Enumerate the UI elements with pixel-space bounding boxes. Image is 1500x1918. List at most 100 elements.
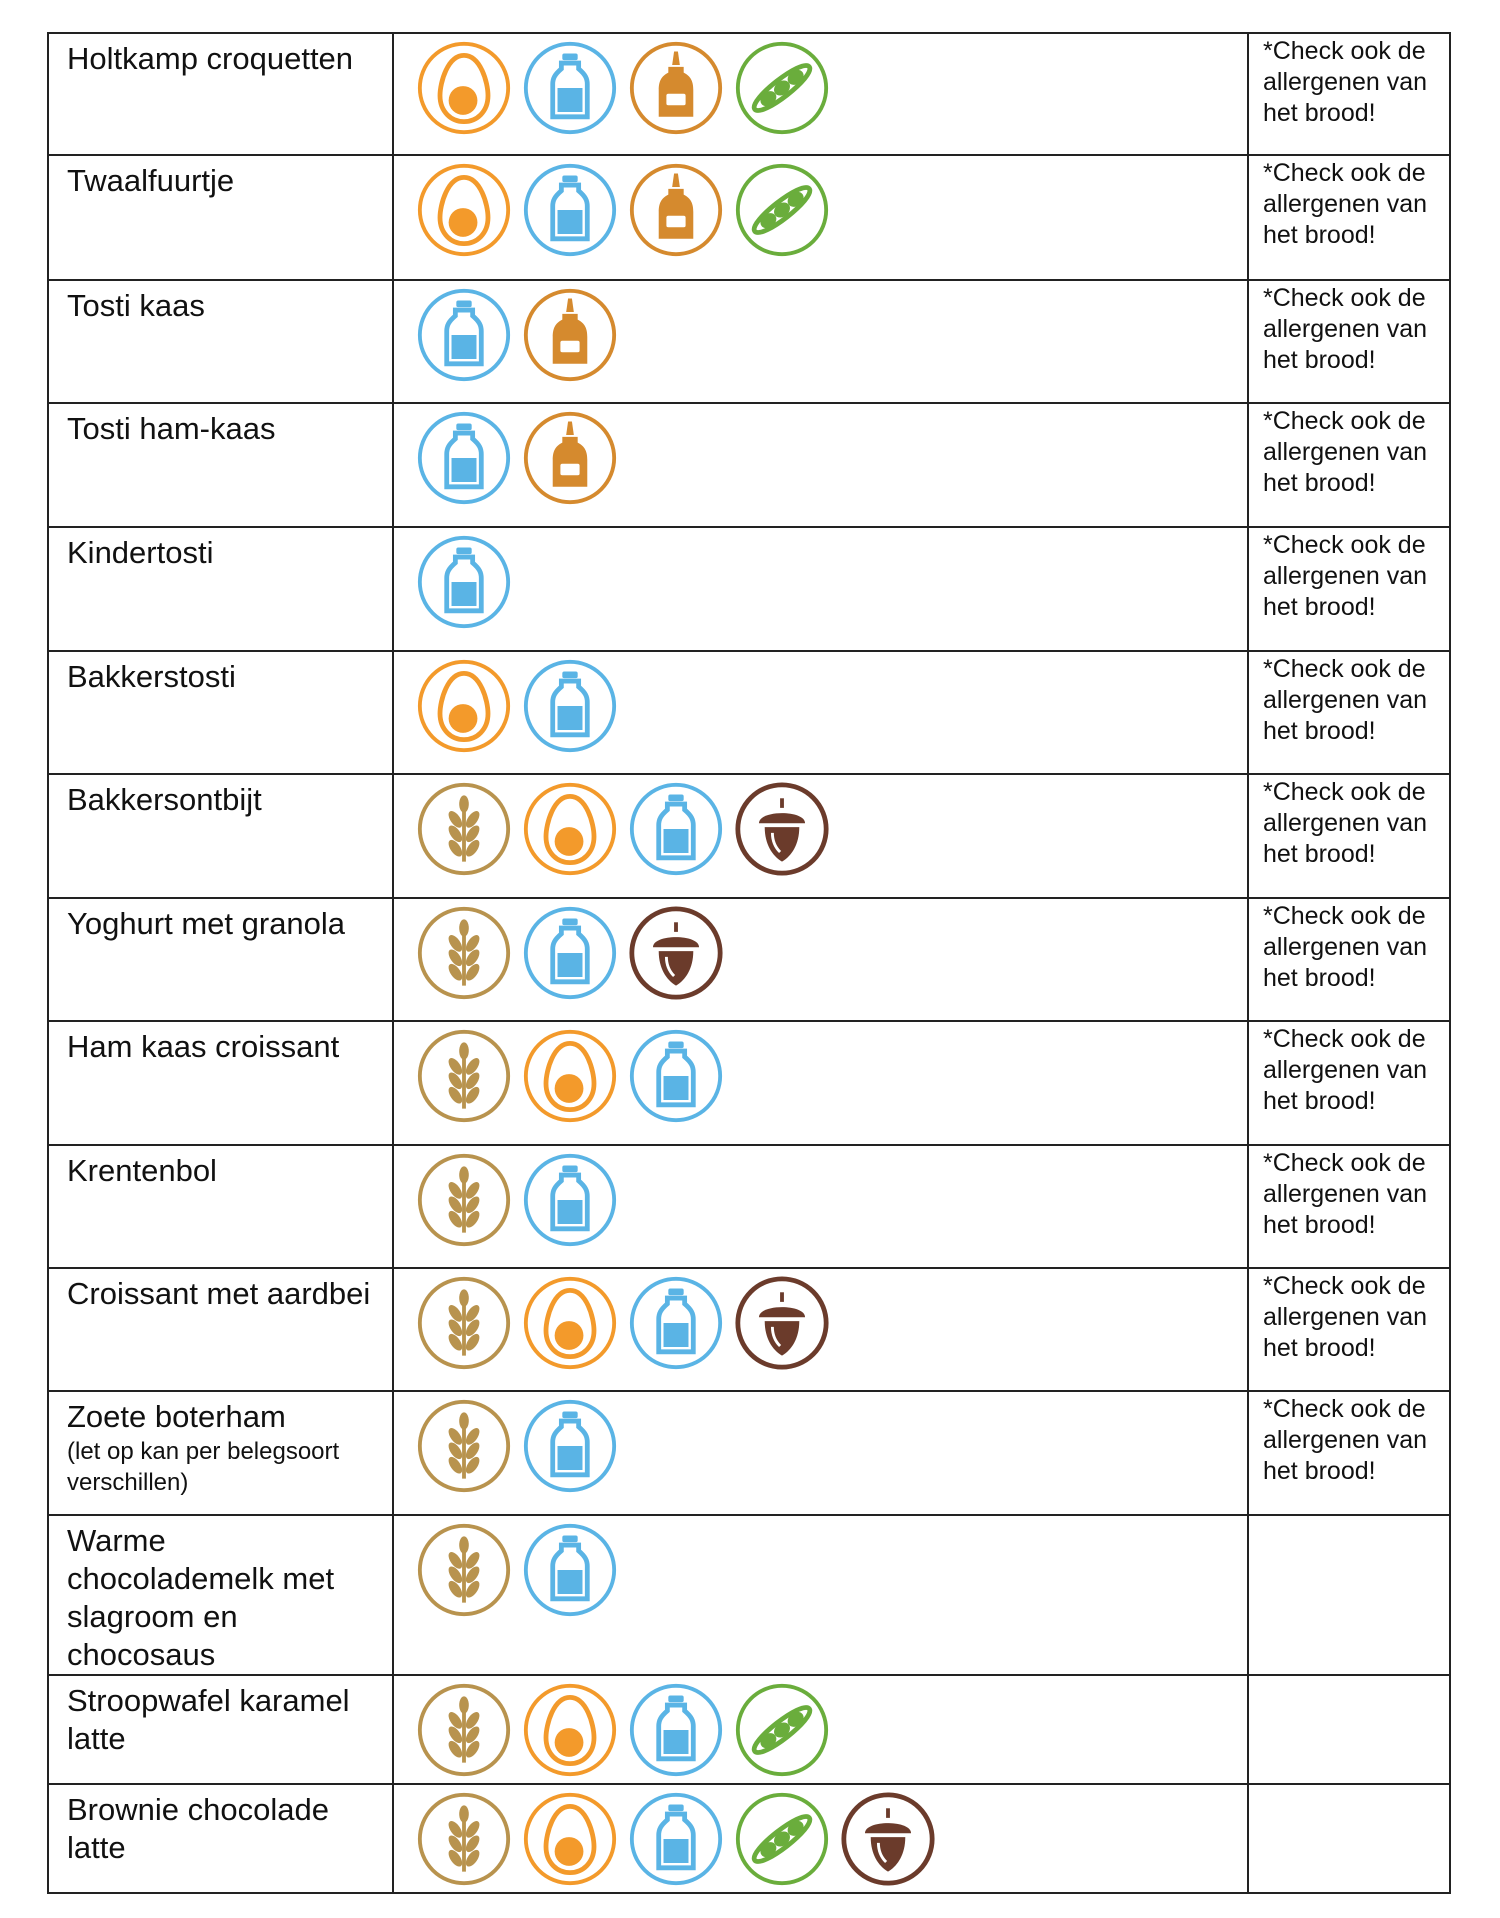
soy-icon — [734, 162, 830, 258]
table-row: Stroopwafel karamel latte — [47, 1674, 1451, 1785]
name-cell: Holtkamp croquetten — [47, 32, 394, 156]
bread-note: *Check ook de allergenen van het brood! — [1263, 1272, 1428, 1362]
egg-icon — [522, 1028, 618, 1124]
mustard-icon — [522, 287, 618, 383]
bread-note: *Check ook de allergenen van het brood! — [1263, 37, 1428, 127]
note-cell: *Check ook de allergenen van het brood! — [1247, 526, 1451, 652]
egg-icon — [522, 1682, 618, 1778]
note-cell — [1247, 1674, 1451, 1785]
item-name: Yoghurt met granola — [67, 906, 346, 941]
bread-note: *Check ook de allergenen van het brood! — [1263, 284, 1428, 374]
note-cell: *Check ook de allergenen van het brood! — [1247, 1020, 1451, 1146]
milk-icon — [522, 1522, 618, 1618]
icons-cell — [392, 402, 1249, 528]
egg-icon — [416, 40, 512, 136]
icons-cell — [392, 897, 1249, 1022]
name-cell: Stroopwafel karamel latte — [47, 1674, 394, 1785]
table-row: Bakkersontbijt *Check ook de allergenen v… — [47, 773, 1451, 899]
bread-note: *Check ook de allergenen van het brood! — [1263, 531, 1428, 621]
note-cell: *Check ook de allergenen van het brood! — [1247, 1390, 1451, 1516]
icons-cell — [392, 1674, 1249, 1785]
name-cell: Tosti kaas — [47, 279, 394, 404]
milk-icon — [416, 287, 512, 383]
item-name: Ham kaas croissant — [67, 1029, 340, 1064]
table-row: Yoghurt met granola *Check ook de allerge… — [47, 897, 1451, 1022]
item-name: Stroopwafel karamel latte — [67, 1683, 350, 1756]
bread-note: *Check ook de allergenen van het brood! — [1263, 655, 1428, 745]
milk-icon — [522, 905, 618, 1001]
name-cell: Tosti ham-kaas — [47, 402, 394, 528]
icons-cell — [392, 1390, 1249, 1516]
table-row: Tosti ham-kaas *Check ook de allergenen v… — [47, 402, 1451, 528]
note-cell: *Check ook de allergenen van het brood! — [1247, 279, 1451, 404]
name-cell: Bakkerstosti — [47, 650, 394, 775]
egg-icon — [416, 658, 512, 754]
bread-note: *Check ook de allergenen van het brood! — [1263, 407, 1428, 497]
name-cell: Zoete boterham (let op kan per belegsoort… — [47, 1390, 394, 1516]
gluten-icon — [416, 1152, 512, 1248]
nuts-icon — [734, 1275, 830, 1371]
note-cell: *Check ook de allergenen van het brood! — [1247, 650, 1451, 775]
soy-icon — [734, 40, 830, 136]
gluten-icon — [416, 1522, 512, 1618]
milk-icon — [522, 1152, 618, 1248]
milk-icon — [522, 658, 618, 754]
allergen-table: Holtkamp croquetten *Check ook de allerge… — [47, 32, 1451, 1894]
name-cell: Yoghurt met granola — [47, 897, 394, 1022]
table-row: Holtkamp croquetten *Check ook de allerge… — [47, 32, 1451, 156]
icons-cell — [392, 650, 1249, 775]
item-name: Krentenbol — [67, 1153, 217, 1188]
gluten-icon — [416, 781, 512, 877]
name-cell: Krentenbol — [47, 1144, 394, 1269]
name-cell: Twaalfuurtje — [47, 154, 394, 281]
egg-icon — [522, 1791, 618, 1887]
note-cell — [1247, 1783, 1451, 1894]
milk-icon — [522, 162, 618, 258]
note-cell: *Check ook de allergenen van het brood! — [1247, 1144, 1451, 1269]
mustard-icon — [522, 410, 618, 506]
table-row: Twaalfuurtje *Check ook de allergenen van… — [47, 154, 1451, 281]
name-cell: Warme chocolademelk met slagroom en choc… — [47, 1514, 394, 1676]
item-name: Warme chocolademelk met slagroom en choc… — [67, 1523, 335, 1672]
item-name: Bakkersontbijt — [67, 782, 262, 817]
table-row: Warme chocolademelk met slagroom en choc… — [47, 1514, 1451, 1676]
icons-cell — [392, 1783, 1249, 1894]
name-cell: Brownie chocolade latte — [47, 1783, 394, 1894]
table-row: Ham kaas croissant *Check ook de allergen… — [47, 1020, 1451, 1146]
milk-icon — [522, 1398, 618, 1494]
mustard-icon — [628, 162, 724, 258]
gluten-icon — [416, 1275, 512, 1371]
mustard-icon — [628, 40, 724, 136]
note-cell: *Check ook de allergenen van het brood! — [1247, 897, 1451, 1022]
egg-icon — [416, 162, 512, 258]
note-cell: *Check ook de allergenen van het brood! — [1247, 402, 1451, 528]
egg-icon — [522, 781, 618, 877]
item-name: Tosti kaas — [67, 288, 205, 323]
nuts-icon — [628, 905, 724, 1001]
bread-note: *Check ook de allergenen van het brood! — [1263, 1149, 1428, 1239]
table-row: Brownie chocolade latte — [47, 1783, 1451, 1894]
item-name: Zoete boterham — [67, 1399, 286, 1434]
bread-note: *Check ook de allergenen van het brood! — [1263, 778, 1428, 868]
table-row: Krentenbol *Check ook de allergenen van h… — [47, 1144, 1451, 1269]
item-name: Kindertosti — [67, 535, 214, 570]
gluten-icon — [416, 1682, 512, 1778]
milk-icon — [416, 410, 512, 506]
icons-cell — [392, 154, 1249, 281]
milk-icon — [628, 1791, 724, 1887]
item-name: Brownie chocolade latte — [67, 1792, 329, 1865]
nuts-icon — [840, 1791, 936, 1887]
icons-cell — [392, 773, 1249, 899]
milk-icon — [628, 1028, 724, 1124]
item-name: Bakkerstosti — [67, 659, 236, 694]
gluten-icon — [416, 1398, 512, 1494]
icons-cell — [392, 1514, 1249, 1676]
icons-cell — [392, 32, 1249, 156]
bread-note: *Check ook de allergenen van het brood! — [1263, 902, 1428, 992]
note-cell: *Check ook de allergenen van het brood! — [1247, 773, 1451, 899]
table-row: Bakkerstosti *Check ook de allergenen van… — [47, 650, 1451, 775]
table-body: Holtkamp croquetten *Check ook de allerge… — [47, 32, 1451, 1894]
name-cell: Bakkersontbijt — [47, 773, 394, 899]
milk-icon — [628, 781, 724, 877]
